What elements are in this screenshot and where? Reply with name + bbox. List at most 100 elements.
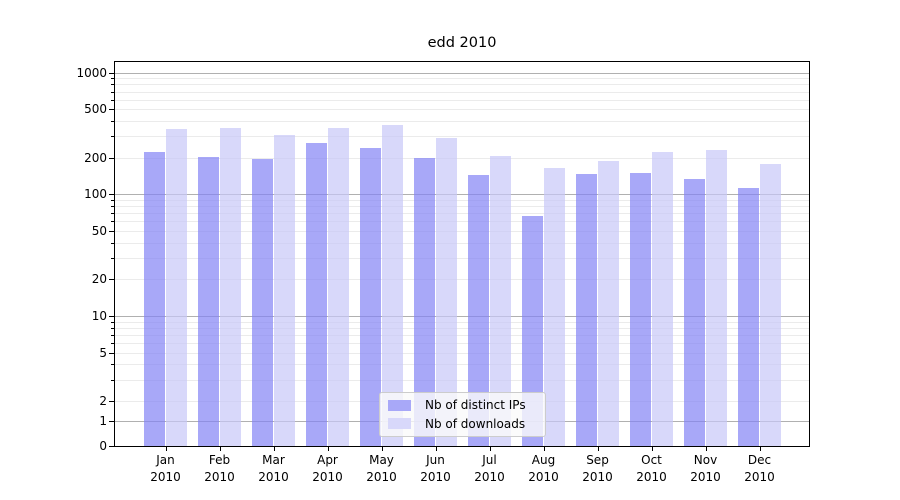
y-tick-label: 20 bbox=[91, 272, 107, 287]
x-tick bbox=[435, 447, 437, 451]
y-minor-tick bbox=[111, 199, 114, 201]
x-tick bbox=[219, 447, 221, 451]
plot-area: Nb of distinct IPs Nb of downloads bbox=[114, 61, 810, 447]
bar-distinct-ips-jun bbox=[413, 158, 436, 446]
x-tick bbox=[165, 447, 167, 451]
y-tick bbox=[109, 194, 114, 196]
y-tick-label: 100 bbox=[84, 187, 107, 202]
y-tick bbox=[109, 420, 114, 422]
x-tick bbox=[489, 447, 491, 451]
bar-downloads-dec bbox=[759, 163, 782, 446]
x-tick bbox=[543, 447, 545, 451]
y-tick-label: 0 bbox=[99, 439, 107, 453]
y-minor-tick bbox=[111, 258, 114, 259]
legend-swatch-distinct-ips bbox=[388, 399, 411, 411]
bar-distinct-ips-apr bbox=[305, 143, 328, 446]
legend-label-downloads: Nb of downloads bbox=[425, 416, 526, 431]
y-tick bbox=[109, 72, 114, 74]
y-tick-label: 1 bbox=[99, 413, 107, 428]
y-tick bbox=[109, 446, 114, 447]
gridline-minor bbox=[115, 109, 809, 111]
gridline-minor bbox=[115, 78, 809, 80]
legend-swatch-downloads bbox=[388, 418, 411, 430]
bar-downloads-may bbox=[381, 124, 404, 446]
x-tick-label-nov: Nov 2010 bbox=[690, 453, 721, 484]
x-tick bbox=[759, 447, 761, 451]
gridline-major bbox=[115, 194, 809, 196]
y-minor-tick bbox=[111, 221, 114, 223]
y-minor-tick bbox=[111, 84, 114, 86]
bar-distinct-ips-oct bbox=[629, 173, 652, 446]
bar-downloads-nov bbox=[705, 150, 728, 446]
bar-distinct-ips-mar bbox=[251, 158, 274, 446]
y-tick bbox=[109, 157, 114, 159]
bar-distinct-ips-jan bbox=[143, 151, 166, 446]
bar-downloads-jun bbox=[435, 138, 458, 446]
y-tick-label: 200 bbox=[84, 150, 107, 165]
y-minor-tick bbox=[111, 213, 114, 215]
y-minor-tick bbox=[111, 136, 114, 138]
bar-distinct-ips-jul bbox=[467, 175, 490, 446]
gridline-minor bbox=[115, 279, 809, 281]
gridline-minor bbox=[115, 221, 809, 223]
y-tick-label: 50 bbox=[91, 224, 107, 238]
x-tick-label-aug: Aug 2010 bbox=[528, 453, 559, 484]
y-minor-tick bbox=[111, 342, 114, 344]
gridline-minor bbox=[115, 352, 809, 354]
y-tick bbox=[109, 109, 114, 111]
y-minor-tick bbox=[111, 364, 114, 366]
gridline-minor bbox=[115, 242, 809, 244]
y-tick-label: 10 bbox=[91, 309, 107, 323]
bar-distinct-ips-may bbox=[359, 148, 382, 446]
y-tick bbox=[109, 401, 114, 402]
bar-distinct-ips-nov bbox=[683, 179, 706, 446]
y-minor-tick bbox=[111, 242, 114, 244]
x-tick-label-feb: Feb 2010 bbox=[204, 453, 235, 484]
bar-distinct-ips-aug bbox=[521, 215, 544, 446]
y-tick-label: 500 bbox=[84, 102, 107, 117]
bar-distinct-ips-feb bbox=[197, 156, 220, 446]
bar-downloads-sep bbox=[597, 161, 620, 446]
gridline-minor bbox=[115, 364, 809, 366]
x-tick bbox=[597, 447, 599, 451]
y-minor-tick bbox=[111, 206, 114, 208]
y-tick-label: 1000 bbox=[76, 65, 107, 80]
bar-distinct-ips-dec bbox=[737, 187, 760, 446]
y-minor-tick bbox=[111, 327, 114, 329]
y-minor-tick bbox=[111, 321, 114, 323]
gridline-minor bbox=[115, 84, 809, 86]
legend-item-downloads: Nb of downloads bbox=[388, 416, 537, 433]
gridline-minor bbox=[115, 91, 809, 93]
bar-downloads-mar bbox=[273, 135, 296, 446]
y-minor-tick bbox=[111, 99, 114, 101]
gridline-major bbox=[115, 72, 809, 74]
gridline-minor bbox=[115, 334, 809, 336]
gridline-minor bbox=[115, 199, 809, 201]
x-tick-label-may: May 2010 bbox=[366, 453, 397, 484]
gridline-minor bbox=[115, 379, 809, 381]
gridline-minor bbox=[115, 231, 809, 232]
x-tick-label-oct: Oct 2010 bbox=[636, 453, 667, 484]
gridline-minor bbox=[115, 327, 809, 329]
gridline-minor bbox=[115, 342, 809, 344]
x-tick-label-jul: Jul 2010 bbox=[474, 453, 505, 484]
chart-title: edd 2010 bbox=[427, 35, 497, 51]
x-tick-label-jan: Jan 2010 bbox=[150, 453, 181, 484]
gridline-minor bbox=[115, 121, 809, 123]
x-tick-label-dec: Dec 2010 bbox=[744, 453, 775, 484]
gridline-minor bbox=[115, 99, 809, 101]
y-tick bbox=[109, 279, 114, 281]
bar-distinct-ips-sep bbox=[575, 174, 598, 446]
bar-downloads-feb bbox=[219, 128, 242, 446]
y-tick-label: 5 bbox=[99, 345, 107, 360]
legend-label-distinct-ips: Nb of distinct IPs bbox=[425, 398, 526, 413]
y-tick bbox=[109, 352, 114, 354]
bar-downloads-jan bbox=[165, 128, 188, 446]
y-minor-tick bbox=[111, 91, 114, 93]
bar-downloads-aug bbox=[543, 167, 566, 446]
legend-item-distinct-ips: Nb of distinct IPs bbox=[388, 397, 537, 414]
x-tick-label-apr: Apr 2010 bbox=[312, 453, 343, 484]
y-tick-label: 2 bbox=[99, 394, 107, 408]
x-tick bbox=[705, 447, 707, 451]
